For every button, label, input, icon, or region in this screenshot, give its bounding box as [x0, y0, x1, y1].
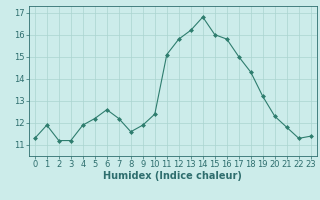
X-axis label: Humidex (Indice chaleur): Humidex (Indice chaleur) — [103, 171, 242, 181]
